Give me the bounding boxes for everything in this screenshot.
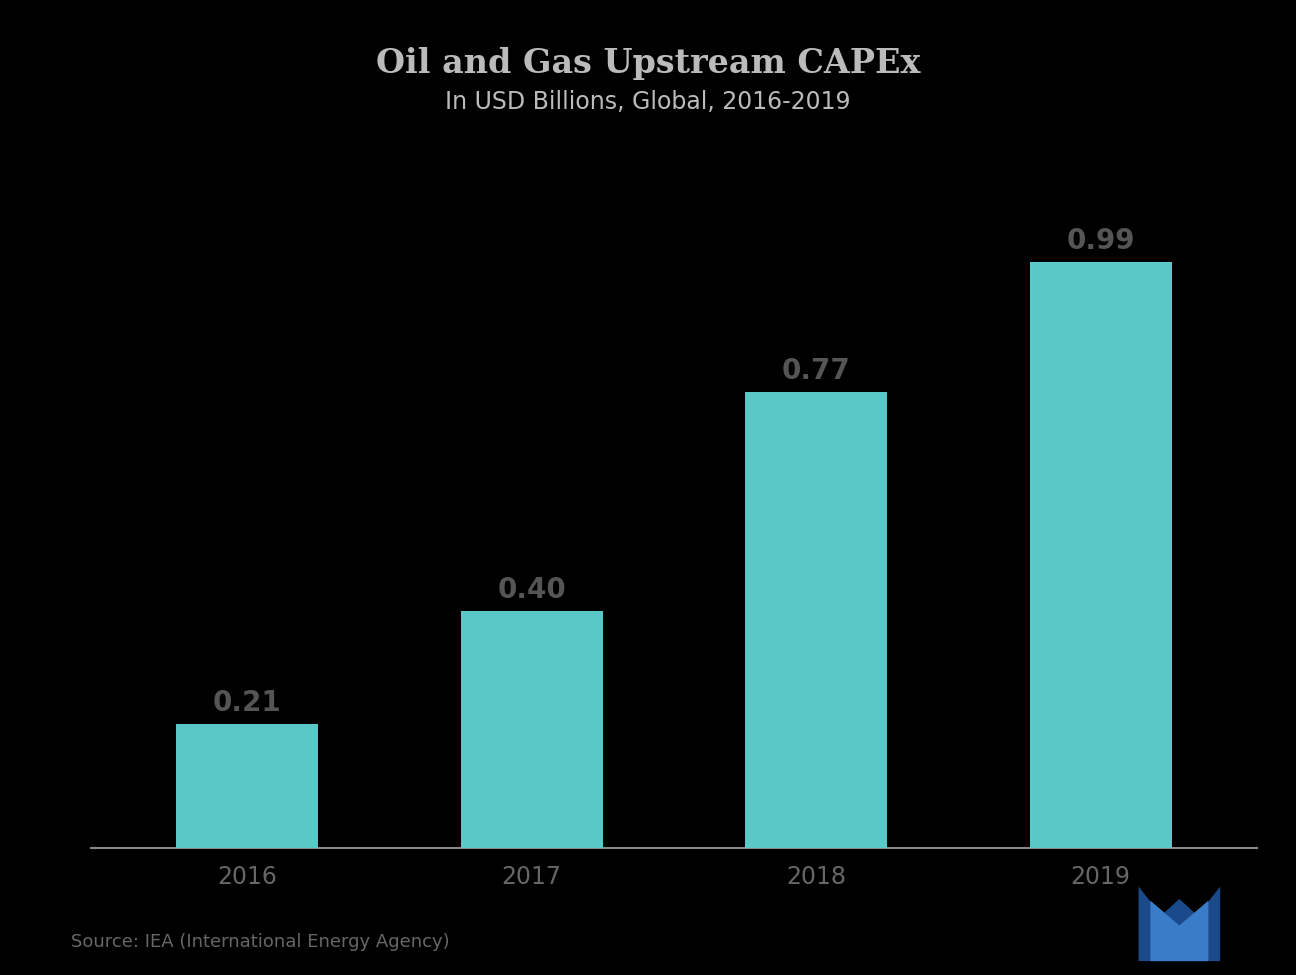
Text: 0.99: 0.99 <box>1067 227 1135 255</box>
Text: Oil and Gas Upstream CAPEx: Oil and Gas Upstream CAPEx <box>376 47 920 80</box>
Text: 0.40: 0.40 <box>498 576 566 604</box>
Bar <box>460 611 603 848</box>
Text: 0.21: 0.21 <box>213 688 281 717</box>
Bar <box>745 392 888 848</box>
Polygon shape <box>1151 901 1208 961</box>
Bar <box>176 723 319 848</box>
Text: 0.77: 0.77 <box>781 357 850 385</box>
Text: In USD Billions, Global, 2016-2019: In USD Billions, Global, 2016-2019 <box>446 91 850 114</box>
Bar <box>1029 262 1172 848</box>
Polygon shape <box>1138 886 1220 961</box>
Text: Source: IEA (International Energy Agency): Source: IEA (International Energy Agency… <box>71 933 450 951</box>
